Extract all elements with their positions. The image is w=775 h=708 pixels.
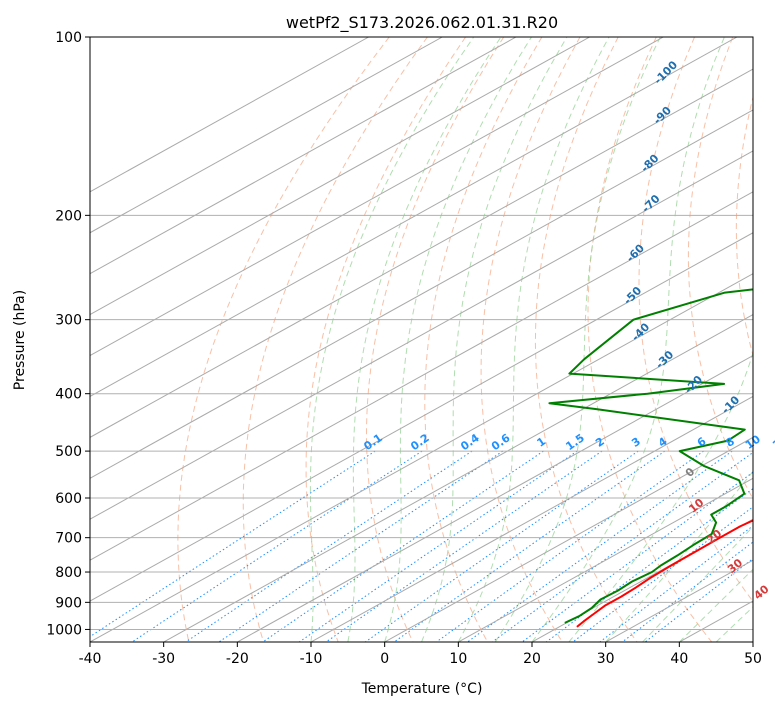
- isotherm: [90, 37, 738, 398]
- y-tick-label: 1000: [46, 622, 82, 638]
- dry-adiabat: [424, 37, 543, 642]
- x-axis-label: Temperature (°C): [361, 681, 483, 697]
- isotherm: [458, 477, 753, 642]
- moist-adiabat: [494, 37, 661, 642]
- isotherm: [90, 109, 753, 479]
- x-tick-label: 10: [449, 651, 467, 667]
- isotherm: [90, 273, 753, 642]
- mixing-ratio-line: [365, 450, 639, 642]
- mixing-ratio-line: [622, 541, 753, 642]
- y-axis-ticks: 100 200 300 400 500 600 700 800 900 1000: [46, 30, 90, 638]
- moist-adiabat: [347, 37, 502, 642]
- x-tick-label: -10: [300, 651, 323, 667]
- isotherm: [90, 37, 443, 234]
- moist-adiabat: [605, 470, 753, 642]
- y-tick-label: 300: [55, 313, 82, 329]
- dry-adiabat-label: 40: [751, 582, 771, 602]
- x-tick-label: 20: [523, 651, 541, 667]
- mixing-ratio-line: [218, 450, 504, 642]
- x-tick-label: 30: [597, 651, 615, 667]
- y-tick-label: 800: [55, 565, 82, 581]
- isotherm: [90, 37, 590, 316]
- isotherm: [752, 641, 753, 642]
- y-tick-label: 100: [55, 30, 82, 46]
- x-tick-label: -20: [226, 651, 249, 667]
- mixing-ratio-line: [599, 525, 753, 642]
- background-lines: [90, 37, 753, 642]
- y-tick-label: 500: [55, 444, 82, 460]
- isotherm: [237, 354, 753, 642]
- dry-adiabat: [687, 37, 753, 500]
- moist-adiabat: [457, 37, 610, 642]
- y-tick-label: 600: [55, 491, 82, 507]
- mixing-ratio-line: [298, 450, 578, 642]
- plot-area: [90, 37, 753, 642]
- moist-adiabat: [384, 37, 532, 642]
- x-tick-label: 40: [670, 651, 688, 667]
- mixing-ratio-line: [572, 506, 753, 642]
- moist-adiabat: [421, 37, 568, 642]
- isotherm: [90, 150, 753, 520]
- mixing-ratio-label: 13: [770, 433, 775, 452]
- y-tick-label: 700: [55, 531, 82, 547]
- dry-adiabat: [177, 37, 390, 642]
- y-tick-label: 900: [55, 595, 82, 611]
- dry-adiabat: [242, 37, 428, 642]
- plot-frame: [89, 36, 754, 643]
- x-tick-label: -40: [79, 651, 102, 667]
- dry-adiabat: [534, 37, 638, 642]
- isotherm: [90, 37, 517, 275]
- isotherm: [384, 436, 753, 642]
- moist-adiabat: [531, 37, 725, 642]
- mixing-ratio-line: [436, 450, 704, 642]
- dry-adiabat: [366, 37, 505, 642]
- profile-series: [548, 288, 753, 628]
- y-axis-label: Pressure (hPa): [12, 290, 28, 390]
- isotherm: [90, 37, 664, 357]
- isotherm: [90, 37, 369, 193]
- x-axis-ticks: -40 -30 -20 -10 0 10 20 30 40 50: [79, 642, 762, 667]
- isotherm: [90, 232, 753, 602]
- isotherm: [90, 191, 753, 561]
- mixing-ratio-line: [545, 488, 753, 642]
- x-tick-label: 0: [380, 651, 389, 667]
- dry-adiabat: [638, 37, 753, 603]
- y-tick-label: 400: [55, 387, 82, 403]
- mixing-ratio-line: [393, 450, 666, 642]
- dewpoint-line: [548, 288, 753, 624]
- isotherm: [90, 68, 753, 438]
- dry-adiabat: [480, 37, 581, 642]
- y-tick-label: 200: [55, 208, 82, 224]
- x-tick-label: -30: [152, 651, 175, 667]
- mixing-ratio-line: [467, 450, 733, 642]
- isotherm: [163, 314, 753, 642]
- temperature-line: [576, 519, 753, 628]
- chart-title: wetPf2_S173.2026.062.01.31.R20: [286, 13, 558, 33]
- mixing-ratio-line: [131, 450, 423, 642]
- isotherm: [310, 395, 753, 642]
- mixing-ratio-line: [325, 450, 603, 642]
- moist-adiabat: [568, 351, 753, 642]
- x-tick-label: 50: [744, 651, 762, 667]
